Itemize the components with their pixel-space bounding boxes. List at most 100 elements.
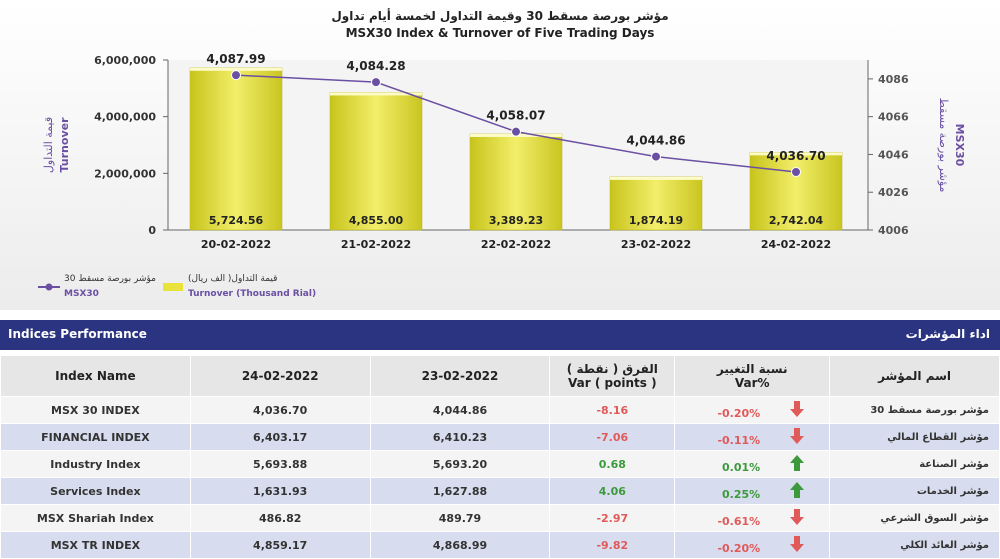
arrow-up-icon <box>790 481 805 501</box>
arrow-down-icon <box>790 400 805 420</box>
right-tick-label: 4066 <box>878 111 909 124</box>
table-row: Industry Index 5,693.88 5,693.20 0.68 0.01% م… <box>0 450 1000 478</box>
plot-layer: 0 2,000,000 4,000,000 6,000,000 4006 4026 4046… <box>94 52 909 251</box>
col-var-ar: الفرق ( نقطة ) <box>566 362 658 376</box>
legend-msx-en: MSX30 <box>64 289 99 299</box>
index-name: MSX Shariah Index <box>0 504 191 532</box>
x-tick-label: 21-02-2022 <box>341 238 411 251</box>
col-date2: 23-02-2022 <box>369 355 551 397</box>
index-name-ar: مؤشر العائد الكلي <box>829 531 1000 559</box>
legend-bar-swatch <box>163 283 183 291</box>
left-tick-label: 2,000,000 <box>94 167 156 180</box>
value-date1: 6,403.17 <box>189 423 371 451</box>
msx30-point <box>651 151 661 162</box>
index-name: FINANCIAL INDEX <box>0 423 191 451</box>
var-points: -7.06 <box>549 423 676 451</box>
turnover-bar <box>189 67 283 231</box>
right-tick-label: 4006 <box>878 224 909 237</box>
index-name: MSX 30 INDEX <box>0 396 191 424</box>
value-date1: 5,693.88 <box>189 450 371 478</box>
col-var-en: Var ( points ) <box>568 376 657 390</box>
value-date2: 5,693.20 <box>369 450 551 478</box>
index-name: MSX TR INDEX <box>0 531 191 559</box>
turnover-bar-top <box>190 67 282 71</box>
index-name-ar: مؤشر القطاع المالي <box>829 423 1000 451</box>
turnover-bar <box>609 176 703 231</box>
msx30-point-label: 4,087.99 <box>206 52 265 66</box>
msx30-point <box>791 167 801 178</box>
var-percent: -0.20% <box>717 406 761 420</box>
section-title-ar: اداء المؤشرات <box>905 327 990 341</box>
value-date2: 489.79 <box>369 504 551 532</box>
col-name-ar: اسم المؤشر <box>829 355 1000 397</box>
index-name-ar: مؤشر بورصة مسقط 30 <box>829 396 1000 424</box>
table-row: MSX 30 INDEX 4,036.70 4,044.86 -8.16 -0.20% م… <box>0 396 1000 424</box>
value-date1: 4,859.17 <box>189 531 371 559</box>
msx30-point <box>511 126 521 137</box>
var-percent-cell: -0.20% <box>674 396 831 424</box>
chart-title-en: MSX30 Index & Turnover of Five Trading D… <box>346 26 655 40</box>
legend-turnover-en: Turnover (Thousand Rial) <box>188 289 316 299</box>
x-tick-label: 20-02-2022 <box>201 238 271 251</box>
value-date1: 1,631.93 <box>189 477 371 505</box>
var-percent-cell: -0.20% <box>674 531 831 559</box>
var-points: -9.82 <box>549 531 676 559</box>
index-name: Services Index <box>0 477 191 505</box>
value-date2: 4,868.99 <box>369 531 551 559</box>
right-axis-title-ar: مؤشر بورصة مسقط <box>937 98 950 193</box>
msx30-point <box>231 70 241 81</box>
arrow-down-icon <box>790 535 805 555</box>
index-name-ar: مؤشر السوق الشرعي <box>829 504 1000 532</box>
var-percent: 0.01% <box>722 460 761 474</box>
x-tick-label: 23-02-2022 <box>621 238 691 251</box>
col-pct-en: Var% <box>734 376 770 390</box>
left-tick-label: 0 <box>148 224 156 237</box>
arrow-down-icon <box>790 427 805 447</box>
value-date1: 4,036.70 <box>189 396 371 424</box>
left-axis-title-ar: قيمة التداول <box>42 117 55 173</box>
msx30-point-label: 4,044.86 <box>626 134 685 148</box>
var-points: 4.06 <box>549 477 676 505</box>
turnover-bar <box>749 152 843 231</box>
table-row: Services Index 1,631.93 1,627.88 4.06 0.25% م… <box>0 477 1000 505</box>
value-date2: 1,627.88 <box>369 477 551 505</box>
msx30-point-label: 4,058.07 <box>486 109 545 123</box>
turnover-bar-label: 5,724.56 <box>209 214 264 227</box>
legend-line-marker <box>45 283 53 291</box>
legend-turnover-ar: قيمة التداول( الف ريال) <box>188 274 277 284</box>
var-percent-cell: 0.01% <box>674 450 831 478</box>
right-axis-title-en: MSX30 <box>953 124 966 167</box>
table-header-row: Index Name 24-02-2022 23-02-2022 الفرق (… <box>0 355 1000 397</box>
turnover-bar-top <box>330 92 422 96</box>
section-title-en: Indices Performance <box>8 327 147 341</box>
left-axis-title-en: Turnover <box>58 117 71 173</box>
var-percent-cell: -0.61% <box>674 504 831 532</box>
col-pct-ar: نسبة التغيير <box>716 362 788 376</box>
index-name: Industry Index <box>0 450 191 478</box>
left-tick-label: 6,000,000 <box>94 54 156 67</box>
msx30-point-label: 4,084.28 <box>346 59 405 73</box>
var-percent: -0.20% <box>717 541 761 555</box>
turnover-bar-label: 1,874.19 <box>629 214 683 227</box>
table-row: FINANCIAL INDEX 6,403.17 6,410.23 -7.06 -0.1… <box>0 423 1000 451</box>
msx30-point-label: 4,036.70 <box>766 149 825 163</box>
turnover-bar-label: 3,389.23 <box>489 214 543 227</box>
index-name-ar: مؤشر الخدمات <box>829 477 1000 505</box>
left-tick-label: 4,000,000 <box>94 111 156 124</box>
var-percent-cell: 0.25% <box>674 477 831 505</box>
var-percent-cell: -0.11% <box>674 423 831 451</box>
msx30-point <box>371 77 381 88</box>
turnover-bar <box>469 133 563 231</box>
turnover-bar-top <box>750 152 842 156</box>
right-tick-label: 4086 <box>878 73 909 86</box>
var-points: 0.68 <box>549 450 676 478</box>
var-points: -2.97 <box>549 504 676 532</box>
arrow-down-icon <box>790 508 805 528</box>
indices-performance-header: Indices Performance اداء المؤشرات <box>0 320 1000 350</box>
col-date1: 24-02-2022 <box>189 355 371 397</box>
table-row: MSX TR INDEX 4,859.17 4,868.99 -9.82 -0.20% م… <box>0 531 1000 559</box>
right-tick-label: 4046 <box>878 148 909 161</box>
x-tick-label: 24-02-2022 <box>761 238 831 251</box>
legend: مؤشر بورصة مسقط 30 MSX30 قيمة التداول( ا… <box>38 274 316 299</box>
table-body: MSX 30 INDEX 4,036.70 4,044.86 -8.16 -0.20% م… <box>0 396 1000 559</box>
